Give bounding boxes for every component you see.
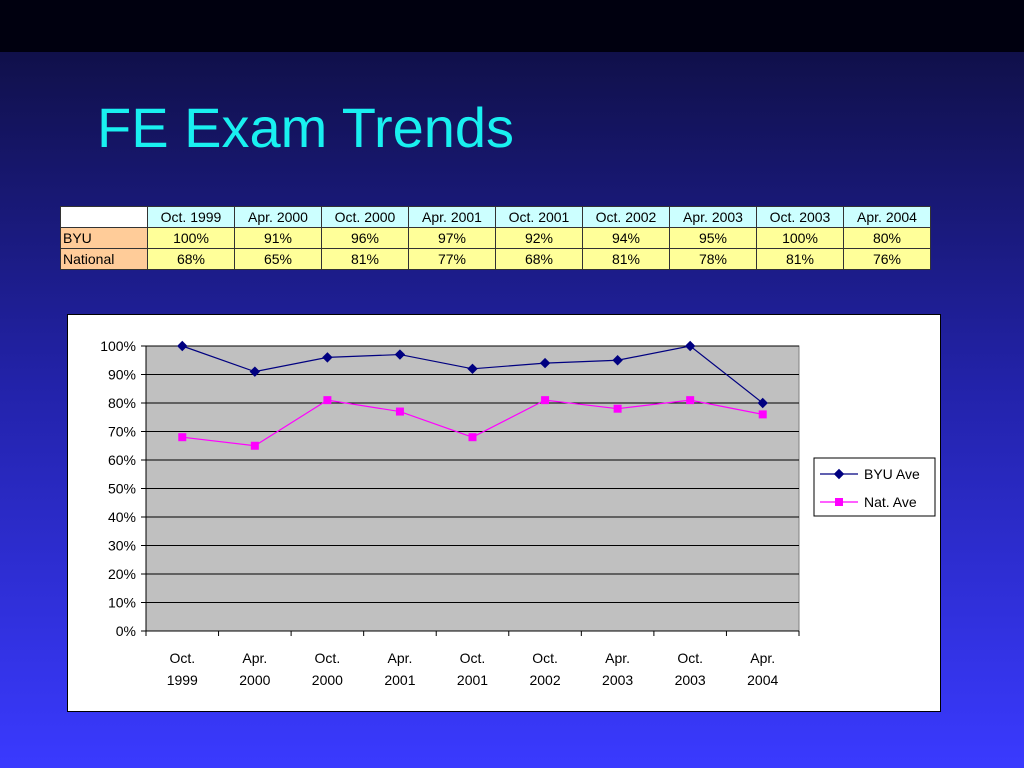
y-tick-label: 60%: [108, 452, 136, 468]
x-tick-label: Oct.: [677, 650, 703, 666]
y-tick-label: 40%: [108, 509, 136, 525]
table-column-header: Oct. 2002: [582, 206, 670, 228]
table-cell: 77%: [408, 248, 496, 270]
data-point-byu-ave: [177, 340, 188, 352]
table-cell: 100%: [147, 227, 235, 249]
x-tick-label: Oct.: [460, 650, 486, 666]
table-cell: 94%: [582, 227, 670, 249]
x-tick-label: 2002: [529, 672, 560, 688]
table-row-national: National 68% 65% 81% 77% 68% 81% 78% 81%…: [60, 248, 931, 270]
legend-label: BYU Ave: [864, 466, 920, 482]
x-tick-label: Oct.: [532, 650, 558, 666]
data-point-nat-ave: [541, 396, 550, 405]
x-tick-label: 2000: [239, 672, 270, 688]
table-column-header: Apr. 2003: [669, 206, 757, 228]
data-point-nat-ave: [468, 433, 477, 442]
results-table: Oct. 1999 Apr. 2000 Oct. 2000 Apr. 2001 …: [60, 206, 931, 270]
x-tick-label: Oct.: [315, 650, 341, 666]
data-point-byu-ave: [684, 340, 696, 352]
x-tick-label: 1999: [167, 672, 198, 688]
x-tick-label: Apr.: [750, 650, 775, 666]
table-column-header: Oct. 2000: [321, 206, 409, 228]
y-tick-label: 0%: [116, 623, 136, 639]
data-point-byu-ave: [539, 357, 551, 369]
table-column-header: Oct. 2001: [495, 206, 583, 228]
y-tick-label: 10%: [108, 595, 136, 611]
legend-marker: [833, 468, 845, 480]
table-column-header: Apr. 2004: [843, 206, 931, 228]
x-tick-label: 2001: [457, 672, 488, 688]
data-point-nat-ave: [323, 396, 332, 405]
legend: [813, 457, 936, 517]
line-chart-canvas: 0% 10% 20% 30% 40% 50% 60% 70% 80% 90% 100% Oct. 199…: [100, 338, 936, 688]
x-tick-label: 2001: [384, 672, 415, 688]
x-tick-label: 2004: [747, 672, 778, 688]
table-column-header: Oct. 2003: [756, 206, 844, 228]
x-tick-label: Oct.: [169, 650, 195, 666]
table-cell: 92%: [495, 227, 583, 249]
data-point-nat-ave: [758, 410, 767, 419]
data-point-nat-ave: [395, 407, 404, 416]
table-row-label: National: [60, 248, 148, 270]
table-cell: 76%: [843, 248, 931, 270]
table-cell: 96%: [321, 227, 409, 249]
table-corner-cell: [60, 206, 148, 228]
data-point-byu-ave: [612, 355, 623, 366]
table-cell: 78%: [669, 248, 757, 270]
table-column-header: Apr. 2001: [408, 206, 496, 228]
data-point-byu-ave: [757, 397, 768, 409]
table-cell: 97%: [408, 227, 496, 249]
table-cell: 68%: [147, 248, 235, 270]
table-cell: 65%: [234, 248, 322, 270]
table-row-label: BYU: [60, 227, 148, 249]
legend-marker: [835, 498, 843, 506]
table-cell: 81%: [756, 248, 844, 270]
top-band: [0, 0, 1024, 52]
x-tick-label: Apr.: [242, 650, 267, 666]
slide-title: FE Exam Trends: [97, 96, 515, 159]
y-tick-label: 50%: [108, 481, 136, 497]
x-tick-label: Apr.: [387, 650, 412, 666]
table-cell: 81%: [582, 248, 670, 270]
line-chart: 0% 10% 20% 30% 40% 50% 60% 70% 80% 90% 100% Oct. 199…: [67, 314, 941, 712]
table-row-byu: BYU 100% 91% 96% 97% 92% 94% 95% 100% 80…: [60, 227, 931, 249]
y-tick-label: 70%: [108, 424, 136, 440]
legend-label: Nat. Ave: [864, 494, 917, 510]
table-column-header: Oct. 1999: [147, 206, 235, 228]
x-tick-label: Apr.: [605, 650, 630, 666]
y-tick-label: 90%: [108, 367, 136, 383]
data-point-nat-ave: [686, 396, 695, 405]
data-point-byu-ave: [467, 363, 478, 375]
data-point-byu-ave: [322, 352, 333, 363]
x-tick-label: 2000: [312, 672, 343, 688]
table-cell: 95%: [669, 227, 757, 249]
y-tick-label: 20%: [108, 566, 136, 582]
table-cell: 68%: [495, 248, 583, 270]
table-column-header: Apr. 2000: [234, 206, 322, 228]
data-point-byu-ave: [249, 366, 261, 377]
data-point-nat-ave: [178, 433, 187, 442]
data-point-nat-ave: [613, 404, 622, 413]
table-cell: 100%: [756, 227, 844, 249]
data-point-byu-ave: [394, 349, 406, 360]
table-cell: 80%: [843, 227, 931, 249]
table-cell: 91%: [234, 227, 322, 249]
y-tick-label: 30%: [108, 538, 136, 554]
table-header-row: Oct. 1999 Apr. 2000 Oct. 2000 Apr. 2001 …: [60, 206, 931, 228]
x-tick-label: 2003: [602, 672, 633, 688]
x-tick-label: 2003: [675, 672, 706, 688]
table-cell: 81%: [321, 248, 409, 270]
data-point-nat-ave: [250, 441, 259, 450]
y-tick-label: 80%: [108, 395, 136, 411]
y-tick-label: 100%: [100, 338, 136, 354]
